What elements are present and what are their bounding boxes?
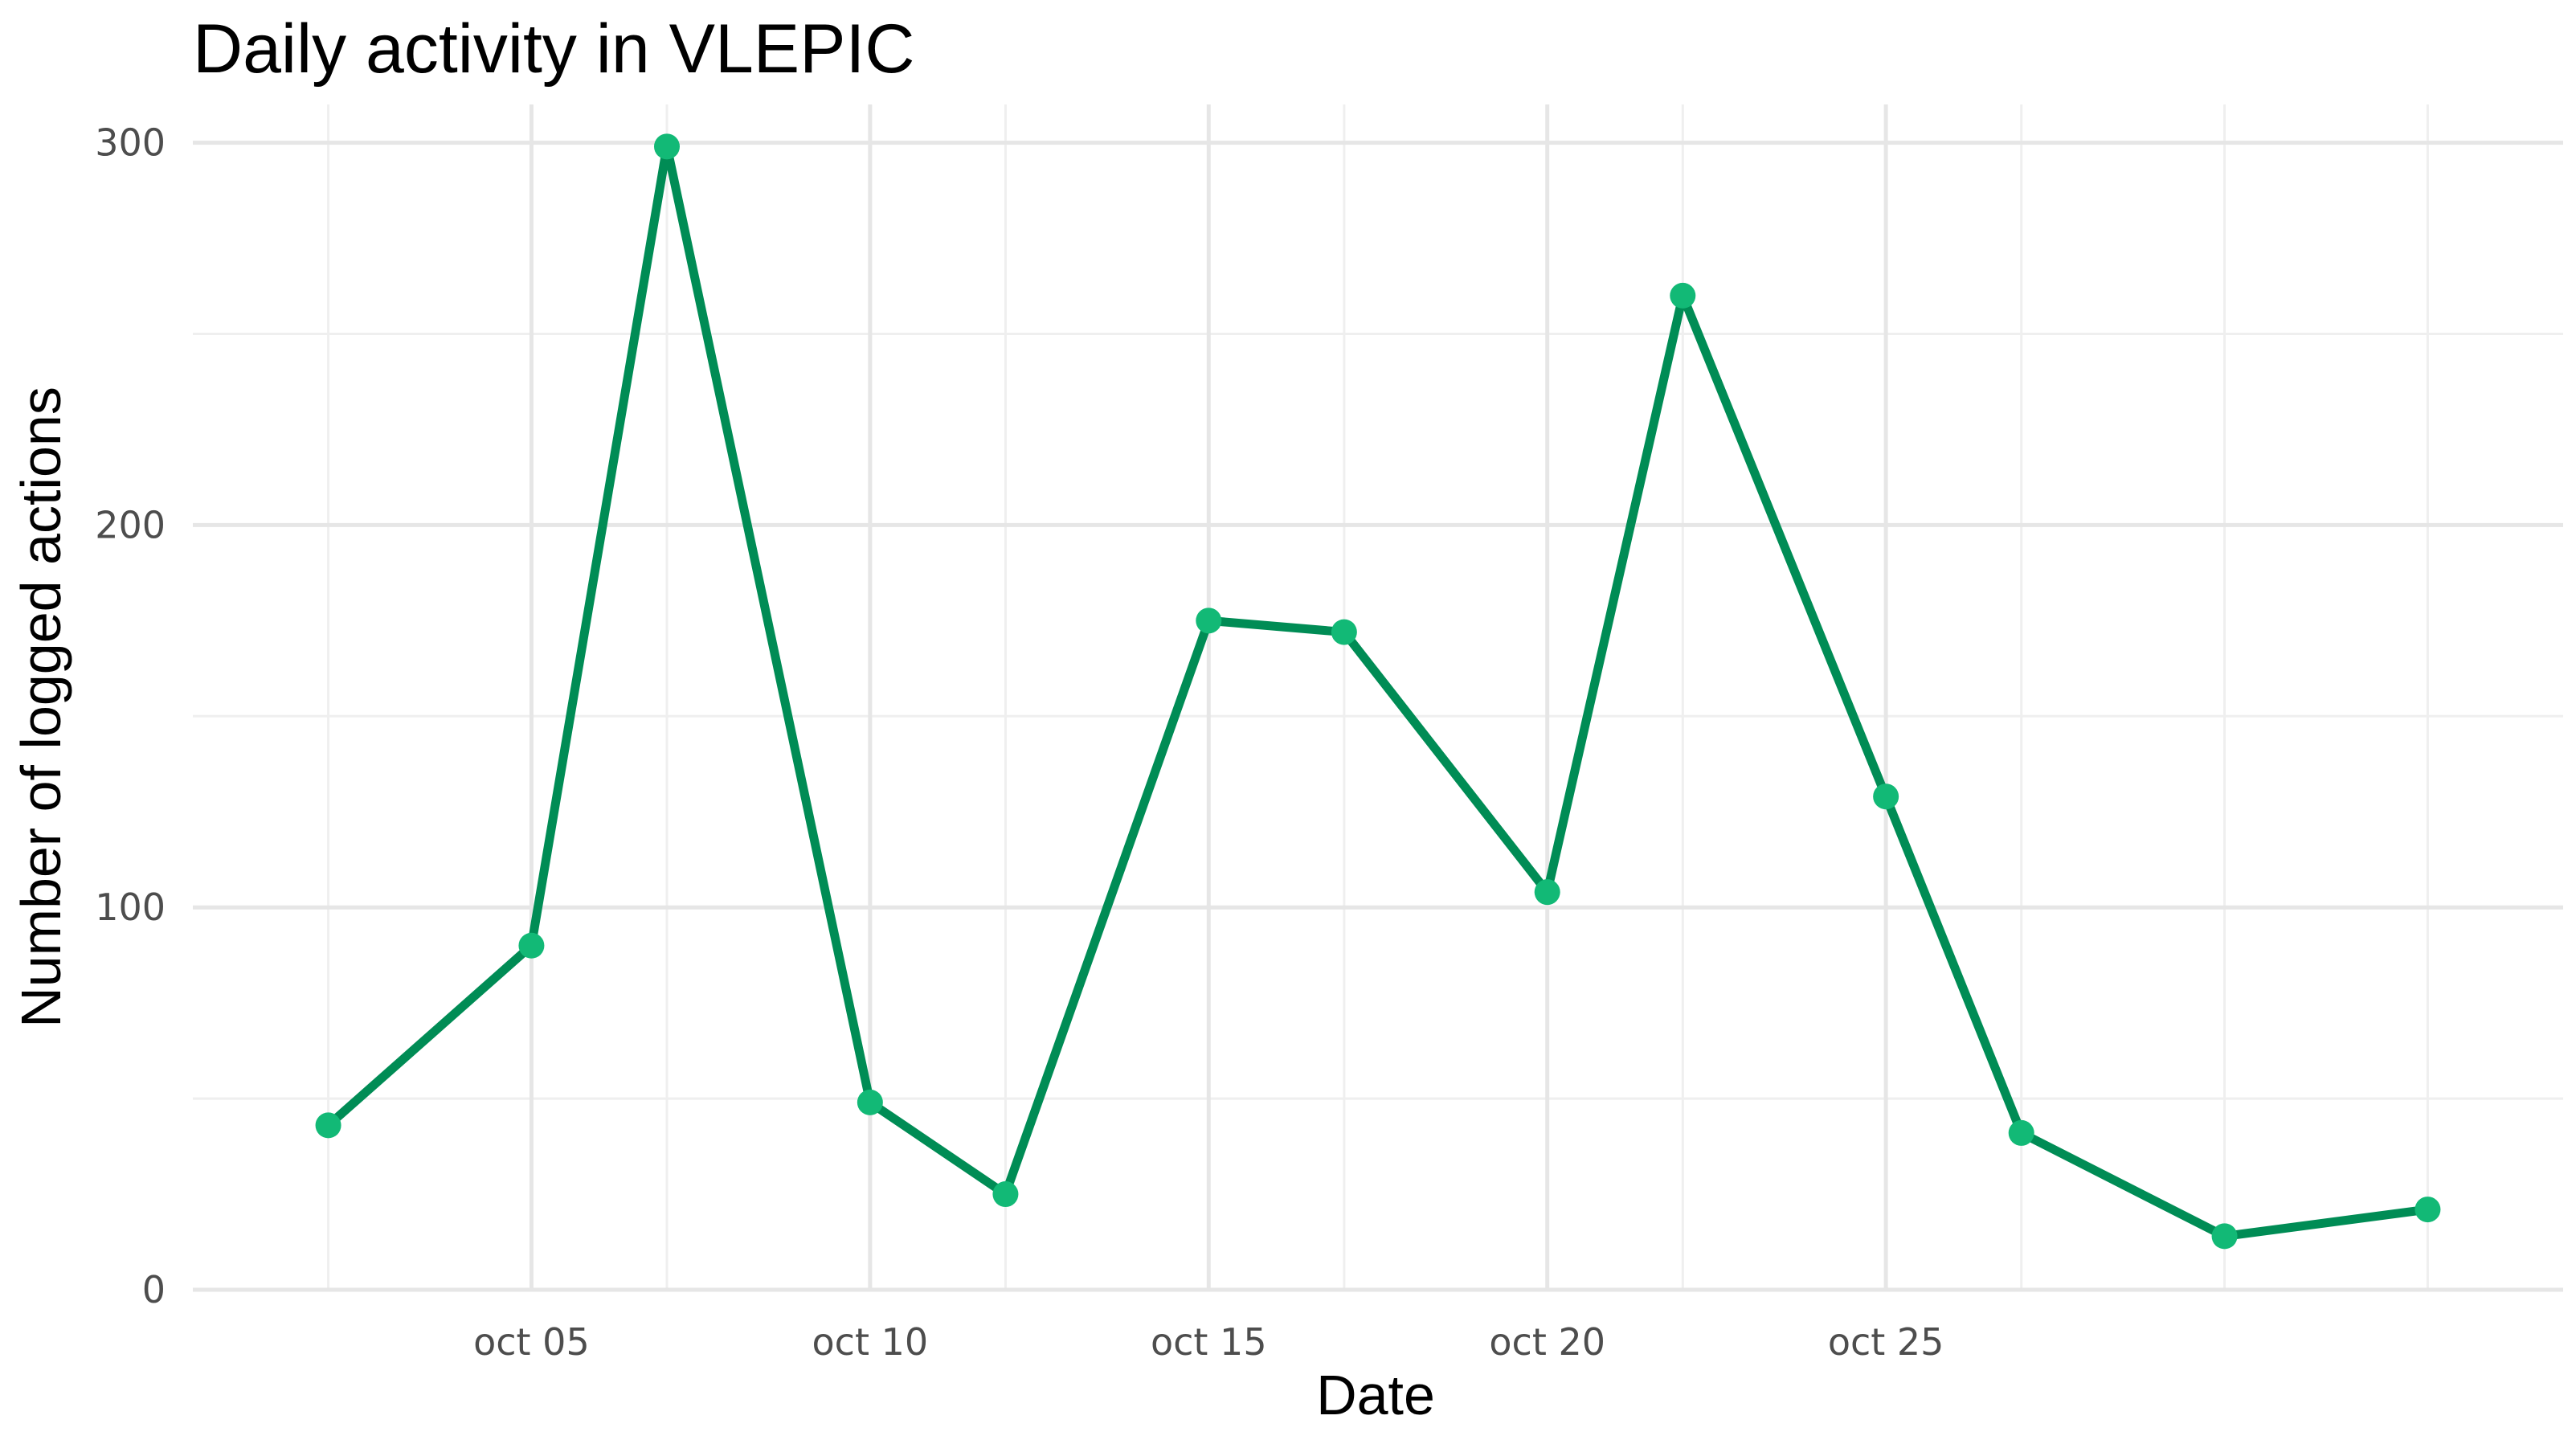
- y-tick-label: 200: [95, 503, 166, 546]
- data-point: [315, 1112, 341, 1139]
- x-axis-title: Date: [1316, 1364, 1435, 1426]
- y-tick-label: 300: [95, 121, 166, 165]
- data-point: [518, 932, 545, 959]
- y-tick-label: 100: [95, 886, 166, 929]
- x-axis-ticks: oct 05 oct 10 oct 15 oct 20 oct 25: [473, 1320, 1944, 1364]
- y-axis-title: Number of logged actions: [10, 387, 72, 1028]
- data-point: [1873, 783, 1899, 810]
- data-point: [654, 133, 680, 160]
- data-point: [1331, 619, 1357, 645]
- data-point: [1670, 282, 1696, 309]
- data-point: [2414, 1197, 2441, 1223]
- series: [315, 133, 2441, 1250]
- chart-title: Daily activity in VLEPIC: [193, 10, 915, 88]
- data-point: [857, 1089, 883, 1115]
- y-axis-ticks: 0 100 200 300: [95, 121, 166, 1311]
- data-point: [2008, 1119, 2034, 1146]
- data-point: [992, 1181, 1019, 1208]
- x-tick-label: oct 25: [1828, 1320, 1944, 1364]
- data-point: [1534, 879, 1560, 906]
- grid: [193, 104, 2563, 1292]
- x-tick-label: oct 20: [1489, 1320, 1605, 1364]
- x-tick-label: oct 05: [473, 1320, 590, 1364]
- data-point: [2211, 1223, 2238, 1250]
- x-tick-label: oct 15: [1151, 1320, 1267, 1364]
- x-tick-label: oct 10: [812, 1320, 929, 1364]
- y-tick-label: 0: [142, 1268, 166, 1311]
- data-point: [1196, 608, 1222, 634]
